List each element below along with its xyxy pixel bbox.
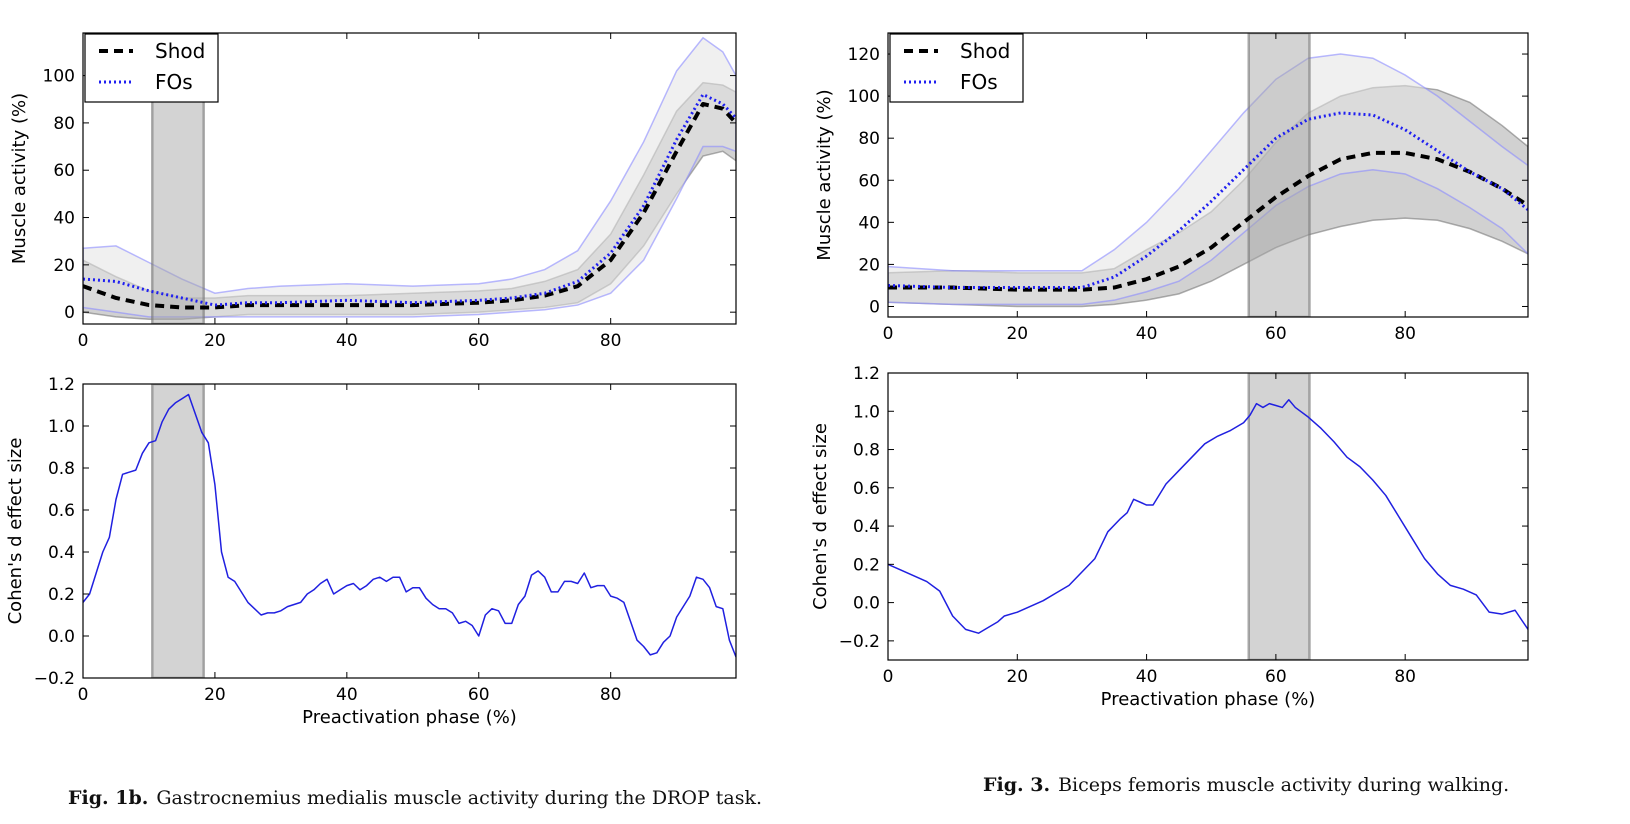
- chart-fig1b-bottom: 0 20 40 60 80 −0.2 0.0 0.2 0.4 0.6 0.8 1.0 1.2 Cohen'…: [5, 375, 737, 728]
- y-tick-label: 0.8: [853, 441, 880, 461]
- x-tick-label: 80: [1394, 667, 1416, 687]
- x-tick-label: 40: [1136, 324, 1158, 344]
- series-line-fos: [83, 93, 736, 307]
- y-tick-label: 20: [53, 256, 75, 276]
- highlight-region: [151, 384, 205, 678]
- plot-area: [888, 373, 1528, 660]
- x-tick-label: 20: [204, 685, 226, 705]
- caption-fig-3-label: Fig. 3.: [983, 774, 1051, 796]
- plot-frame: [82, 383, 737, 679]
- plot-frame: [887, 372, 1529, 661]
- plot-frame: [82, 32, 737, 325]
- x-tick-label: 0: [78, 685, 89, 705]
- y-tick-label: 60: [53, 161, 75, 181]
- caption-fig-1b: Fig. 1b. Gastrocnemius medialis muscle ac…: [68, 787, 762, 809]
- series-line-effect-size: [888, 399, 1528, 634]
- chart-fig1b-top: 0 20 40 60 80 0 20 40 60 80 100 Muscle activity (%)…: [9, 32, 737, 351]
- y-tick-label: 80: [53, 114, 75, 134]
- plot-area: [83, 384, 736, 678]
- x-tick-label: 40: [336, 331, 358, 351]
- y-tick-label: 120: [848, 45, 880, 65]
- highlight-region: [1247, 33, 1311, 317]
- y-axis-label: Muscle activity (%): [9, 93, 30, 264]
- y-axis-label: Cohen's d effect size: [5, 438, 26, 625]
- y-tick-label: 0.6: [48, 501, 75, 521]
- legend-box: [84, 33, 219, 103]
- y-tick-label: 1.0: [48, 417, 75, 437]
- legend-box: [889, 33, 1024, 103]
- y-tick-label: 20: [858, 255, 880, 275]
- y-tick-label: −0.2: [34, 669, 75, 689]
- x-tick-label: 60: [1265, 667, 1287, 687]
- legend-label-fos: FOs: [155, 70, 193, 94]
- x-tick-label: 20: [1006, 667, 1028, 687]
- legend-label-fos: FOs: [960, 70, 998, 94]
- y-axis-label: Muscle activity (%): [814, 89, 835, 260]
- chart-fig3-top: 0 20 40 60 80 0 20 40 60 80 100 120 Muscle activity …: [814, 32, 1529, 344]
- chart-fig3-bottom: 0 20 40 60 80 −0.2 0.0 0.2 0.4 0.6 0.8 1.0 1.2 Cohen'…: [810, 364, 1529, 710]
- y-tick-label: 0.6: [853, 479, 880, 499]
- highlight-region: [1247, 373, 1311, 660]
- x-tick-label: 40: [336, 685, 358, 705]
- series-line-effect-size: [83, 393, 736, 658]
- series-line-shod: [83, 101, 736, 310]
- x-tick-label: 80: [600, 685, 622, 705]
- y-tick-label: 40: [53, 209, 75, 229]
- legend-label-shod: Shod: [155, 39, 205, 63]
- x-axis-label: Preactivation phase (%): [302, 707, 517, 728]
- y-tick-label: 1.2: [853, 364, 880, 384]
- legend-label-shod: Shod: [960, 39, 1010, 63]
- x-tick-label: 0: [78, 331, 89, 351]
- plot-area: [888, 33, 1528, 317]
- y-tick-label: 1.2: [48, 375, 75, 395]
- x-tick-label: 40: [1136, 667, 1158, 687]
- y-tick-label: 0: [64, 303, 75, 323]
- y-tick-label: −0.2: [839, 632, 880, 652]
- y-tick-label: 1.0: [853, 402, 880, 422]
- y-tick-label: 100: [43, 67, 75, 87]
- y-tick-label: 60: [858, 171, 880, 191]
- band-fos: [83, 36, 736, 318]
- series-line-shod: [888, 150, 1528, 292]
- x-tick-label: 0: [883, 667, 894, 687]
- x-tick-label: 0: [883, 324, 894, 344]
- y-tick-label: 0.0: [48, 627, 75, 647]
- y-tick-label: 0.4: [48, 543, 75, 563]
- band-fos: [888, 53, 1528, 306]
- y-tick-label: 0.2: [48, 585, 75, 605]
- y-tick-label: 40: [858, 213, 880, 233]
- y-tick-label: 0.8: [48, 459, 75, 479]
- y-tick-label: 0.2: [853, 555, 880, 575]
- x-tick-label: 80: [600, 331, 622, 351]
- y-tick-label: 0.4: [853, 517, 880, 537]
- x-tick-label: 60: [1265, 324, 1287, 344]
- x-tick-label: 20: [204, 331, 226, 351]
- caption-fig-3: Fig. 3. Biceps femoris muscle activity du…: [983, 774, 1509, 796]
- y-tick-label: 80: [858, 129, 880, 149]
- x-tick-label: 60: [468, 685, 490, 705]
- x-axis-label: Preactivation phase (%): [1101, 689, 1316, 710]
- x-tick-label: 80: [1394, 324, 1416, 344]
- caption-fig-3-text: Biceps femoris muscle activity during wa…: [1058, 774, 1510, 796]
- y-tick-label: 0.0: [853, 594, 880, 614]
- y-axis-label: Cohen's d effect size: [810, 423, 831, 610]
- y-tick-label: 100: [848, 87, 880, 107]
- x-tick-label: 60: [468, 331, 490, 351]
- plot-frame: [887, 32, 1529, 318]
- y-tick-label: 0: [869, 297, 880, 317]
- caption-fig-1b-label: Fig. 1b.: [68, 787, 149, 809]
- x-tick-label: 20: [1006, 324, 1028, 344]
- caption-fig-1b-text: Gastrocnemius medialis muscle activity d…: [156, 787, 763, 809]
